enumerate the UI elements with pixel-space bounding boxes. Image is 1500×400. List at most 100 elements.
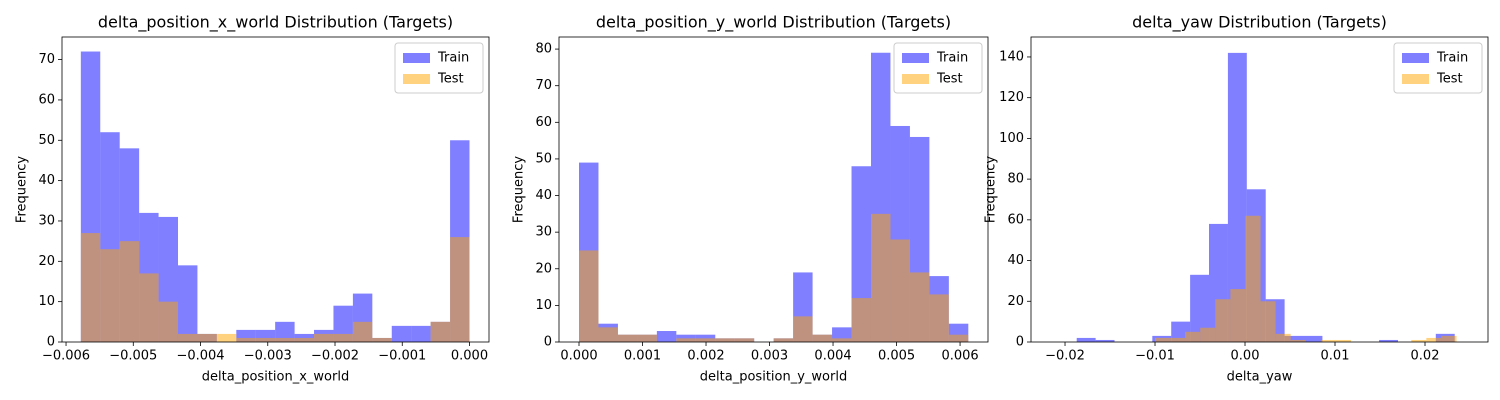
y-tick-label: 0 <box>1016 335 1024 350</box>
legend-swatch <box>902 53 929 63</box>
histogram-bar <box>255 337 276 342</box>
y-tick-label: 40 <box>38 173 55 188</box>
histogram-bar <box>1260 301 1276 342</box>
histogram-bar <box>275 321 295 342</box>
histogram-bar <box>793 316 813 342</box>
histogram-bar <box>676 338 696 342</box>
legend-label: Test <box>437 72 464 87</box>
x-tick-label: 0.004 <box>814 349 851 364</box>
histogram-bar <box>1095 339 1115 342</box>
y-axis-label: Frequency <box>512 156 527 223</box>
x-tick-label: 0.01 <box>1321 349 1350 364</box>
histogram-bar <box>1426 337 1442 342</box>
histogram-bar <box>1284 335 1304 342</box>
histogram-bar <box>851 298 871 342</box>
y-tick-label: 70 <box>535 78 552 93</box>
legend-label: Train <box>1436 51 1468 66</box>
histogram-bar <box>177 265 198 342</box>
histogram-bar <box>314 333 334 342</box>
legend-swatch <box>1402 53 1429 63</box>
histogram-bar <box>1200 327 1216 342</box>
histogram-bar <box>1290 339 1306 342</box>
y-tick-label: 70 <box>38 52 55 67</box>
y-tick-label: 120 <box>999 90 1024 105</box>
legend-swatch <box>902 74 929 84</box>
y-tick-label: 20 <box>38 254 55 269</box>
x-axis-label: delta_yaw <box>1227 370 1293 385</box>
histogram-bar <box>197 333 217 342</box>
legend-label: Test <box>1436 72 1463 87</box>
x-tick-label: 0.000 <box>451 349 488 364</box>
histogram-bar <box>80 233 101 342</box>
histogram-bar <box>450 237 470 342</box>
histogram-bar <box>1320 339 1336 342</box>
y-tick-label: 140 <box>999 49 1024 64</box>
y-tick-label: 50 <box>535 151 552 166</box>
histogram-bar <box>216 333 237 342</box>
histogram-bar <box>1411 339 1427 342</box>
histogram-bar <box>177 333 198 342</box>
histogram-bar <box>734 338 755 342</box>
histogram-bar <box>1441 335 1457 342</box>
y-axis-label: Frequency <box>15 156 30 223</box>
x-tick-label: −0.02 <box>1045 349 1085 364</box>
y-tick-label: 80 <box>535 42 552 57</box>
x-tick-label: −0.001 <box>378 349 426 364</box>
y-tick-label: 20 <box>535 261 552 276</box>
histogram-bar <box>275 337 295 342</box>
x-axis-label: delta_position_x_world <box>202 370 349 385</box>
chart-title: delta_position_x_world Distribution (Tar… <box>98 13 453 33</box>
histogram-bar <box>890 239 910 342</box>
histogram-bar <box>617 334 638 342</box>
x-tick-label: 0.005 <box>878 349 915 364</box>
x-tick-label: −0.006 <box>42 349 90 364</box>
histogram-bar <box>411 325 431 342</box>
histogram-bar <box>948 334 969 342</box>
histogram-bar <box>1155 337 1171 342</box>
histogram-bar <box>929 294 949 342</box>
legend-swatch <box>1402 74 1429 84</box>
histogram-bar <box>372 337 392 342</box>
y-tick-label: 60 <box>38 92 55 107</box>
y-tick-label: 20 <box>1007 294 1024 309</box>
histogram-bar <box>1303 335 1323 342</box>
histogram-bar <box>100 249 120 342</box>
histogram-bar <box>139 273 159 342</box>
histogram-bar <box>391 325 412 342</box>
y-axis-label: Frequency <box>984 156 999 223</box>
histogram-bar <box>909 272 930 342</box>
histogram-bar <box>333 305 353 342</box>
x-tick-label: −0.002 <box>311 349 359 364</box>
y-tick-label: 40 <box>1007 253 1024 268</box>
histogram-bar <box>1170 337 1186 342</box>
chart-title: delta_position_y_world Distribution (Tar… <box>596 13 951 33</box>
x-axis-label: delta_position_y_world <box>700 370 847 385</box>
histogram-bar <box>579 250 599 342</box>
histogram-bar <box>637 334 657 342</box>
legend-label: Train <box>437 51 469 66</box>
histogram-bar <box>598 327 618 342</box>
histogram-bar <box>656 331 677 342</box>
histogram-bar <box>352 321 373 342</box>
histogram-bar <box>812 334 833 342</box>
x-tick-label: −0.005 <box>109 349 157 364</box>
x-tick-label: −0.004 <box>176 349 224 364</box>
histogram-bar <box>1190 274 1210 342</box>
x-tick-label: −0.01 <box>1135 349 1175 364</box>
histogram-bar <box>1335 339 1351 342</box>
y-tick-label: 30 <box>38 213 55 228</box>
y-tick-label: 40 <box>535 188 552 203</box>
histogram-bar <box>1076 337 1096 342</box>
y-tick-label: 60 <box>1007 212 1024 227</box>
histogram-bar <box>1245 215 1261 342</box>
plot-frame <box>61 36 490 343</box>
histogram-bar <box>870 213 891 342</box>
legend-swatch <box>403 53 430 63</box>
x-tick-label: 0.001 <box>624 349 661 364</box>
plot-frame <box>1030 36 1489 343</box>
histogram-bar <box>294 337 315 342</box>
x-tick-label: 0.002 <box>687 349 724 364</box>
y-tick-label: 10 <box>535 298 552 313</box>
histogram-bar <box>158 301 178 342</box>
